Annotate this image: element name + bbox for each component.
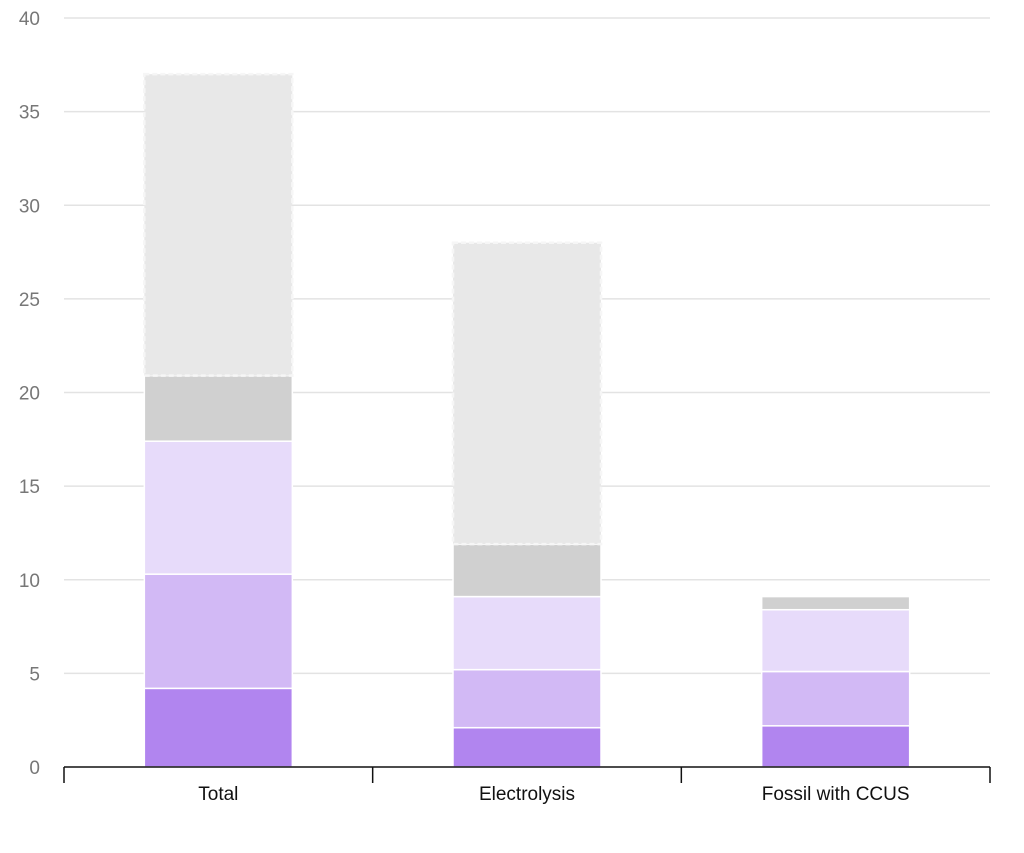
- y-tick-label-30: 30: [19, 196, 40, 217]
- bar-segment-1-electrolysis: [452, 726, 602, 768]
- bar-layer: [143, 72, 911, 768]
- bar-segment-2-fossil-with-ccus: [760, 670, 911, 727]
- bar-segment-2-total: [143, 573, 294, 690]
- bar-segment-3-fossil-with-ccus: [760, 608, 911, 673]
- bar-segment-4-fossil-with-ccus: [760, 595, 911, 611]
- y-tick-label-10: 10: [19, 571, 40, 592]
- bar-segment-3-electrolysis: [452, 595, 602, 671]
- y-tick-label-0: 0: [29, 758, 40, 779]
- bar-segment-1-fossil-with-ccus: [760, 725, 911, 768]
- bar-segment-4-total: [143, 374, 294, 442]
- x-category-label-1: Total: [198, 784, 238, 805]
- bar-segment-4-electrolysis: [452, 543, 602, 598]
- bar-segment-5-total: [143, 72, 294, 377]
- y-tick-label-25: 25: [19, 290, 40, 311]
- bar-segment-2-electrolysis: [452, 668, 602, 729]
- y-tick-label-40: 40: [19, 9, 40, 30]
- bar-segment-3-total: [143, 440, 294, 575]
- y-tick-label-20: 20: [19, 384, 40, 405]
- y-tick-label-35: 35: [19, 103, 40, 124]
- axis-layer: 0 5 10 15 20 25 30 35 40 Total Electrolysis Fossil …: [19, 9, 991, 805]
- bar-segment-1-total: [143, 687, 294, 768]
- x-category-label-3: Fossil with CCUS: [762, 784, 910, 805]
- x-category-label-2: Electrolysis: [479, 784, 575, 805]
- y-tick-label-5: 5: [29, 664, 40, 685]
- y-tick-label-15: 15: [19, 477, 40, 498]
- bar-segment-5-electrolysis: [451, 241, 603, 546]
